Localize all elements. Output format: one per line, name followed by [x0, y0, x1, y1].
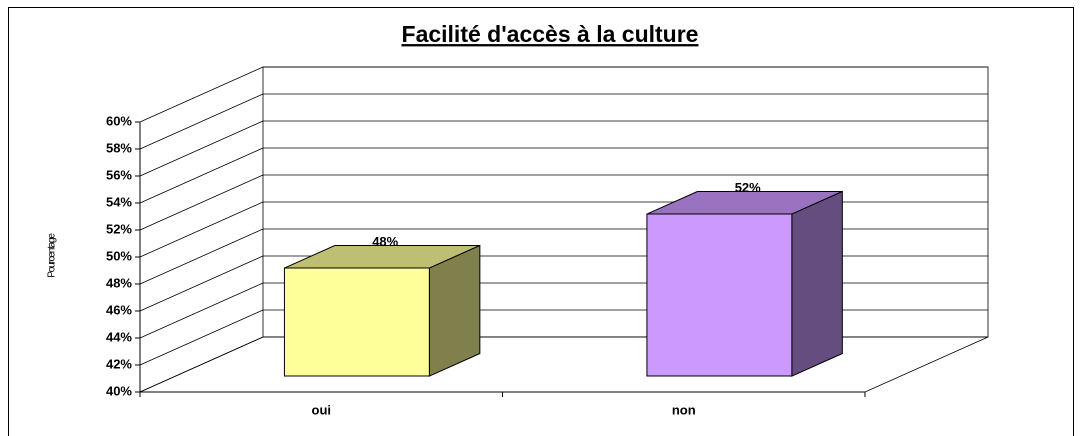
grid-line: [139, 201, 264, 258]
grid-line: [139, 66, 264, 123]
grid-line: [139, 336, 264, 393]
grid-line: [139, 255, 264, 312]
bar-front: [283, 267, 430, 377]
grid-line: [139, 147, 264, 204]
data-label: 52%: [735, 180, 761, 195]
grid-line: [139, 93, 264, 150]
x-tick-label: non: [672, 402, 696, 417]
y-tick-label: 60%: [106, 113, 132, 128]
y-tick-label: 58%: [106, 140, 132, 155]
y-axis-label: Pourcentage: [47, 233, 58, 278]
y-tick-label: 52%: [106, 221, 132, 236]
y-tick-label: 54%: [106, 194, 132, 209]
grid-line: [139, 174, 264, 231]
y-tick-label: 46%: [106, 302, 132, 317]
y-tick-label: 48%: [106, 275, 132, 290]
y-tick-label: 42%: [106, 356, 132, 371]
grid-line: [139, 228, 264, 285]
x-tick-label: oui: [312, 402, 332, 417]
floor: [139, 336, 989, 393]
bar-side: [428, 244, 481, 377]
bar-side: [791, 190, 843, 377]
y-tick-label: 50%: [106, 248, 132, 263]
y-tick-label: 44%: [106, 329, 132, 344]
grid-line: [139, 309, 264, 366]
chart-title: Facilité d'accès à la culture: [402, 21, 699, 47]
y-tick-label: 56%: [106, 167, 132, 182]
grid-line: [139, 120, 264, 177]
grid-line: [139, 282, 264, 339]
data-label: 48%: [372, 234, 398, 249]
y-tick-label: 40%: [106, 383, 132, 398]
bar-front: [646, 213, 793, 377]
